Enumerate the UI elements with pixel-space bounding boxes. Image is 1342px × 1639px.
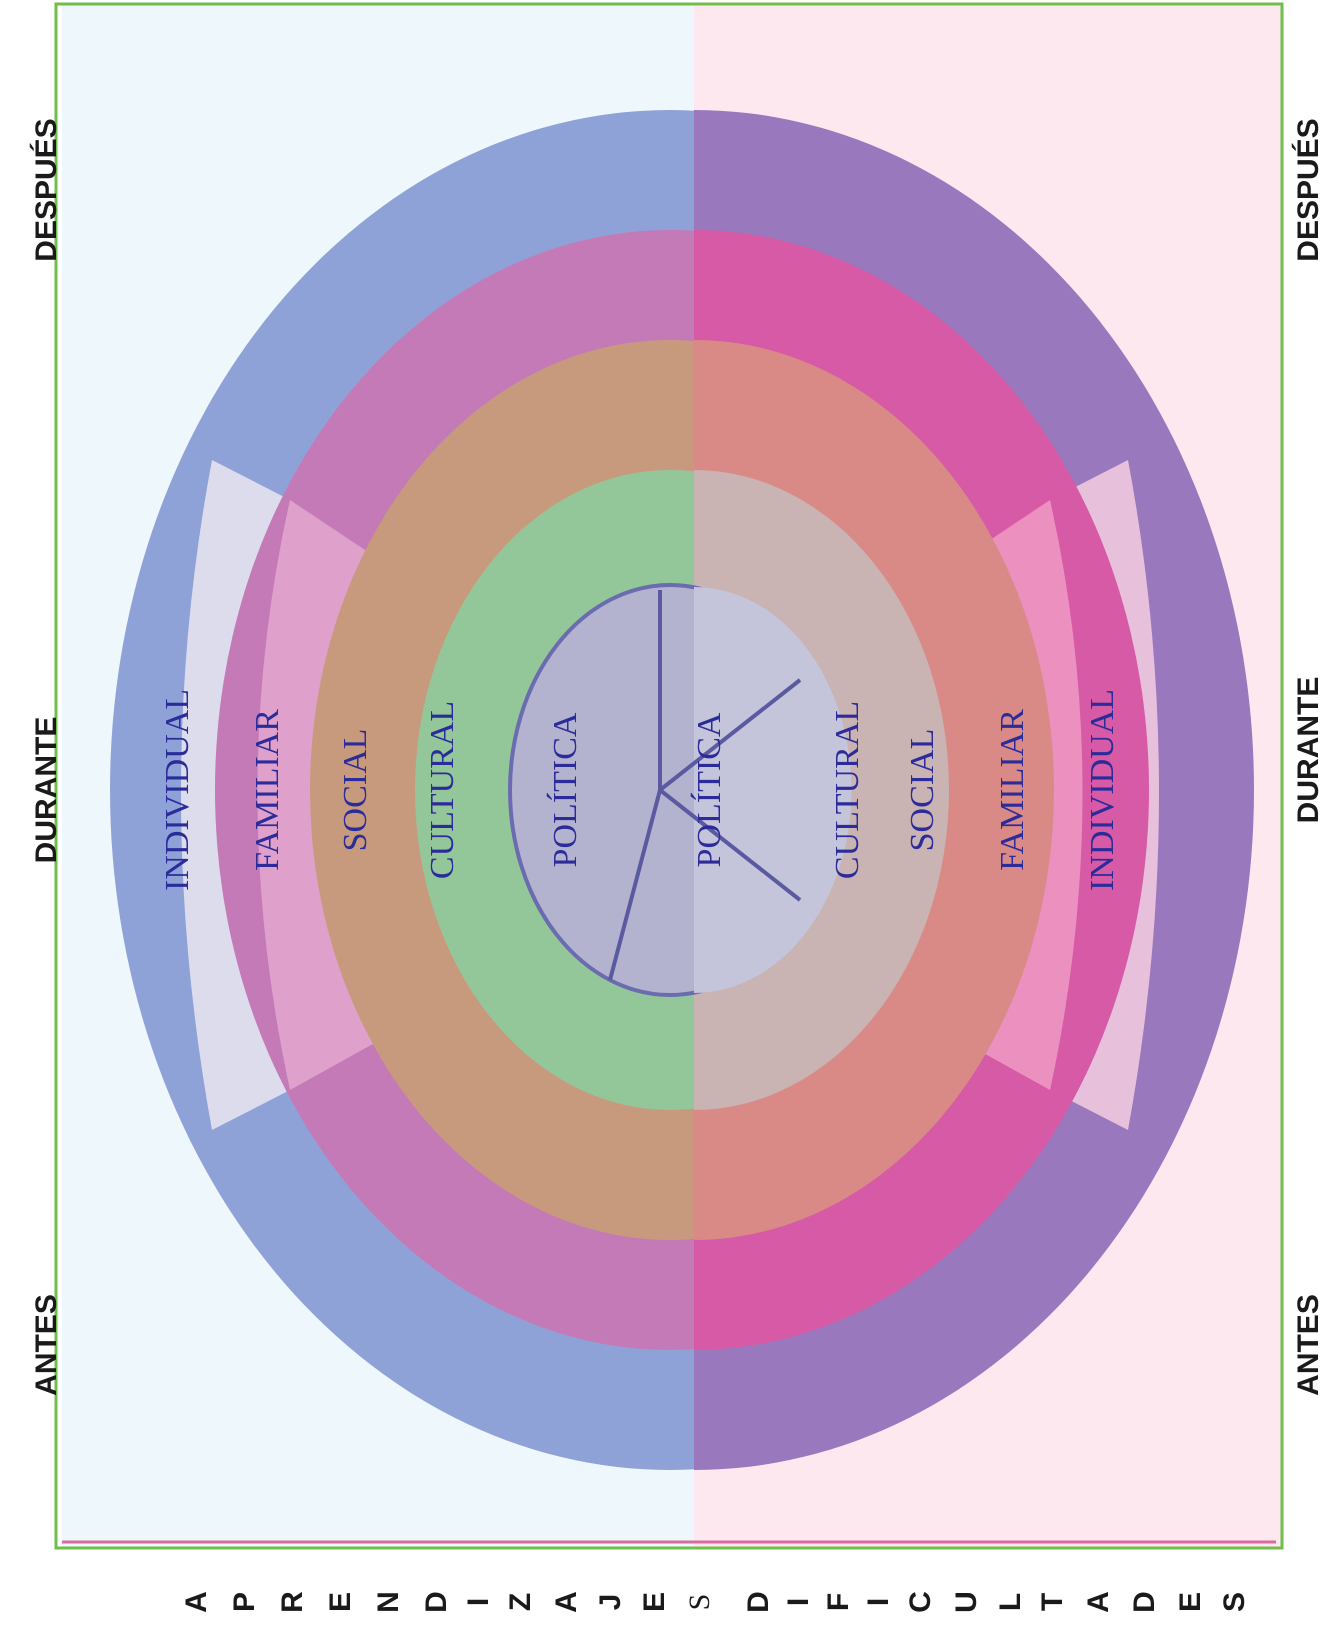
dificultades-letters: D I F I C U L T A D E S <box>742 1591 1251 1613</box>
left-familiar-label: FAMILIAR <box>249 709 286 871</box>
right-antes-label: ANTES <box>1292 1294 1325 1396</box>
letter: U <box>950 1591 983 1613</box>
letter: E <box>324 1592 357 1612</box>
right-cultural-label: CULTURAL <box>829 701 866 879</box>
letter: P <box>228 1592 261 1612</box>
right-despues-label: DESPUÉS <box>1291 118 1325 261</box>
letter: E <box>1174 1592 1207 1612</box>
left-politica-label: POLÍTICA <box>547 712 584 867</box>
left-social-label: SOCIAL <box>337 729 374 852</box>
letter: A <box>180 1591 213 1613</box>
letter: C <box>904 1591 937 1613</box>
right-durante-label: DURANTE <box>1292 677 1325 824</box>
letter: S <box>1218 1592 1251 1612</box>
right-individual-label: INDIVIDUAL <box>1084 689 1121 891</box>
letter: L <box>994 1593 1027 1611</box>
letter: D <box>1128 1591 1161 1613</box>
right-familiar-label: FAMILIAR <box>994 709 1031 871</box>
left-antes-label: ANTES <box>30 1294 63 1396</box>
letter: S <box>683 1594 716 1611</box>
left-cultural-label: CULTURAL <box>424 701 461 879</box>
diagram-body <box>110 110 1254 1470</box>
letter: E <box>638 1592 671 1612</box>
letter: A <box>1082 1591 1115 1613</box>
letter: D <box>420 1591 453 1613</box>
left-despues-label: DESPUÉS <box>29 118 63 261</box>
core-politica-right <box>694 587 852 993</box>
panel-border <box>54 2 1284 1550</box>
core-dividers <box>608 590 802 981</box>
letter: R <box>276 1591 309 1613</box>
letter: F <box>822 1593 855 1611</box>
right-social-label: SOCIAL <box>904 729 941 852</box>
letter: I <box>462 1598 495 1606</box>
right-politica-label: POLÍTICA <box>691 712 728 867</box>
letter: T <box>1036 1593 1069 1611</box>
letter: I <box>862 1598 895 1606</box>
letter: Z <box>504 1593 537 1611</box>
letter: A <box>550 1591 583 1613</box>
letter: I <box>782 1598 815 1606</box>
letter: N <box>372 1591 405 1613</box>
letter: J <box>594 1594 627 1611</box>
left-durante-label: DURANTE <box>30 717 63 864</box>
letter: D <box>742 1591 775 1613</box>
left-individual-label: INDIVIDUAL <box>159 689 196 891</box>
aprendizajes-letters: A P R E N D I Z A J E S <box>180 1591 716 1613</box>
